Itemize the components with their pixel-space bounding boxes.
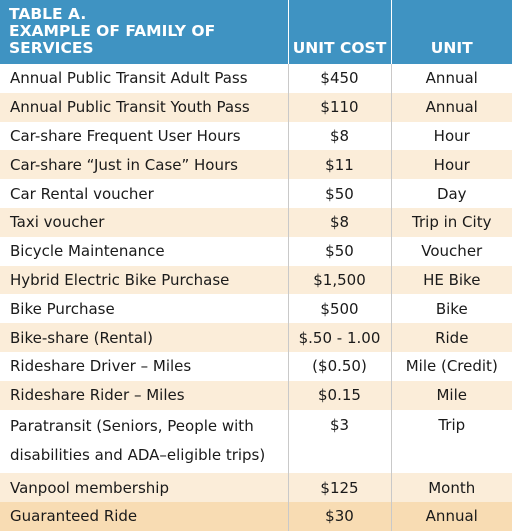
unit-cell: Bike <box>391 294 512 324</box>
table-row: Car-share Frequent User Hours $8 Hour <box>0 121 512 151</box>
cost-cell: $1,500 <box>288 265 392 295</box>
unit-cell: Month <box>391 473 512 502</box>
cost-cell: $500 <box>288 294 392 324</box>
table-title-header: TABLE A. EXAMPLE OF FAMILY OF SERVICES <box>0 0 289 64</box>
unit-cell: HE Bike <box>391 265 512 295</box>
table-row: Bicycle Maintenance $50 Voucher <box>0 236 512 266</box>
table-row: Hybrid Electric Bike Purchase $1,500 HE … <box>0 265 512 295</box>
cost-cell: $3 <box>288 409 392 474</box>
unit-cell: Ride <box>391 323 512 352</box>
service-text-line: disabilities and ADA–eligible trips) <box>10 446 266 465</box>
service-cell: Car-share “Just in Case” Hours <box>0 150 289 180</box>
unit-cell: Hour <box>391 150 512 180</box>
table-row: Bike-share (Rental) $.50 - 1.00 Ride <box>0 323 512 352</box>
cost-cell: $50 <box>288 179 392 208</box>
table-row: Annual Public Transit Youth Pass $110 An… <box>0 92 512 122</box>
table-row: Taxi voucher $8 Trip in City <box>0 207 512 237</box>
table-label: TABLE A. <box>9 5 87 23</box>
unit-cell: Annual <box>391 64 512 93</box>
table-row: Annual Public Transit Adult Pass $450 An… <box>0 64 512 93</box>
service-cell: Taxi voucher <box>0 207 289 237</box>
service-cell: Vanpool membership <box>0 473 289 502</box>
service-cell: Annual Public Transit Youth Pass <box>0 92 289 122</box>
table-row: Paratransit (Seniors, People with disabi… <box>0 409 512 474</box>
table-row: Bike Purchase $500 Bike <box>0 294 512 324</box>
service-cell: Car Rental voucher <box>0 179 289 208</box>
cost-cell: $110 <box>288 92 392 122</box>
service-cell: Car-share Frequent User Hours <box>0 121 289 151</box>
unit-cell: Day <box>391 179 512 208</box>
cost-cell: $125 <box>288 473 392 502</box>
unit-cell: Trip <box>391 409 512 474</box>
cost-cell: $50 <box>288 236 392 266</box>
table-row: Car Rental voucher $50 Day <box>0 179 512 208</box>
service-cell: Bike Purchase <box>0 294 289 324</box>
unit-cell: Mile (Credit) <box>391 351 512 381</box>
table-row: Car-share “Just in Case” Hours $11 Hour <box>0 150 512 180</box>
cost-cell: $11 <box>288 150 392 180</box>
service-cell: Paratransit (Seniors, People with disabi… <box>0 409 289 474</box>
cost-cell: $450 <box>288 64 392 93</box>
cost-cell: $8 <box>288 207 392 237</box>
service-text-line: Paratransit (Seniors, People with <box>10 417 254 436</box>
service-cell: Hybrid Electric Bike Purchase <box>0 265 289 295</box>
cost-cell: $30 <box>288 501 392 531</box>
table-row: Rideshare Rider – Miles $0.15 Mile <box>0 380 512 410</box>
unit-cell: Hour <box>391 121 512 151</box>
table-title: EXAMPLE OF FAMILY OF SERVICES <box>9 22 216 57</box>
table-row: Guaranteed Ride $30 Annual <box>0 501 512 531</box>
cost-cell: ($0.50) <box>288 351 392 381</box>
table-row: Vanpool membership $125 Month <box>0 473 512 502</box>
service-cell: Guaranteed Ride <box>0 501 289 531</box>
service-cell: Annual Public Transit Adult Pass <box>0 64 289 93</box>
table-row: Rideshare Driver – Miles ($0.50) Mile (C… <box>0 351 512 381</box>
service-cell: Bike-share (Rental) <box>0 323 289 352</box>
cost-cell: $.50 - 1.00 <box>288 323 392 352</box>
table-header-row: TABLE A. EXAMPLE OF FAMILY OF SERVICES U… <box>0 0 512 64</box>
service-cell: Rideshare Driver – Miles <box>0 351 289 381</box>
service-cell: Rideshare Rider – Miles <box>0 380 289 410</box>
unit-cost-header: UNIT COST <box>288 0 392 64</box>
unit-cell: Voucher <box>391 236 512 266</box>
unit-cell: Trip in City <box>391 207 512 237</box>
cost-cell: $8 <box>288 121 392 151</box>
unit-cell: Annual <box>391 501 512 531</box>
unit-cell: Annual <box>391 92 512 122</box>
cost-cell: $0.15 <box>288 380 392 410</box>
unit-header: UNIT <box>391 0 512 64</box>
service-cell: Bicycle Maintenance <box>0 236 289 266</box>
unit-cell: Mile <box>391 380 512 410</box>
